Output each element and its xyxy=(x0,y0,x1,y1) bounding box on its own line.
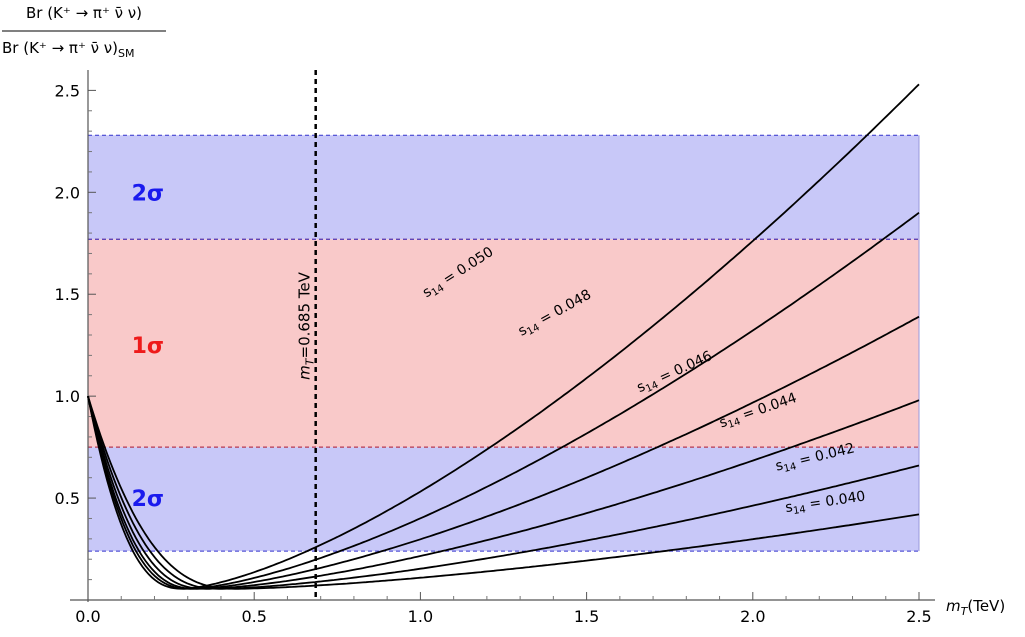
series-label-4-sub: 14 xyxy=(525,322,541,338)
y-axis-label-denominator: Br (K⁺ → π⁺ ν̄ ν)SM xyxy=(2,39,135,60)
series-label-3-sub: 14 xyxy=(644,380,660,395)
series-line-3 xyxy=(87,315,920,590)
vertical-line-label-value: =0.685 TeV xyxy=(296,271,314,358)
x-axis-label-main: m xyxy=(946,597,961,615)
vertical-line-label-sub: T xyxy=(304,357,317,365)
band-label-1: 1σ xyxy=(132,334,164,359)
y-tick-label-0: 0.5 xyxy=(55,489,80,508)
y-tick-label-4: 2.5 xyxy=(55,81,80,100)
series-label-2-sub: 14 xyxy=(726,416,742,431)
vline-layer: mT=0.685 TeV xyxy=(296,70,317,600)
series-label-1-main: s xyxy=(774,457,785,474)
y-tick-label-1: 1.0 xyxy=(55,387,80,406)
band-1 xyxy=(88,239,919,448)
series-line-4 xyxy=(87,211,920,590)
x-axis-label-sub: T xyxy=(961,605,969,618)
series-line-5 xyxy=(87,83,920,590)
y-tick-label-2: 1.5 xyxy=(55,285,80,304)
band-2 xyxy=(88,135,919,240)
x-tick-label-1: 0.5 xyxy=(241,607,266,626)
x-axis-label: mT(TeV) xyxy=(946,597,1005,618)
x-tick-label-2: 1.0 xyxy=(408,607,433,626)
y-axis-label-numerator: Br (K⁺ → π⁺ ν̄ ν) xyxy=(26,4,142,22)
vertical-line-label-main: m xyxy=(296,365,314,380)
y-axis-label-denominator-main: Br (K⁺ → π⁺ ν̄ ν) xyxy=(2,39,118,57)
curves-layer xyxy=(87,83,920,590)
y-axis-label-denominator-sub: SM xyxy=(118,47,134,60)
x-tick-label-3: 1.5 xyxy=(574,607,599,626)
series-label-0-main: s xyxy=(784,499,794,516)
series-label-0-sub: 14 xyxy=(792,504,806,517)
ticks-layer: 0.0 0.5 1.0 1.5 2.0 2.5 0.5 1.0 1.5 2.0 2.5 xyxy=(55,81,932,626)
x-tick-label-5: 2.5 xyxy=(906,607,931,626)
y-tick-label-3: 2.0 xyxy=(55,183,80,202)
x-tick-label-0: 0.0 xyxy=(75,607,100,626)
x-axis-label-unit: (TeV) xyxy=(967,597,1005,615)
series-line-2 xyxy=(87,395,920,590)
band-label-2: 2σ xyxy=(132,181,164,206)
vertical-line-label: mT=0.685 TeV xyxy=(296,271,317,379)
band-label-0: 2σ xyxy=(132,487,164,512)
bands-layer xyxy=(88,134,920,552)
x-tick-label-4: 2.0 xyxy=(740,607,765,626)
axes-layer xyxy=(70,70,935,602)
series-label-1-sub: 14 xyxy=(783,461,798,475)
